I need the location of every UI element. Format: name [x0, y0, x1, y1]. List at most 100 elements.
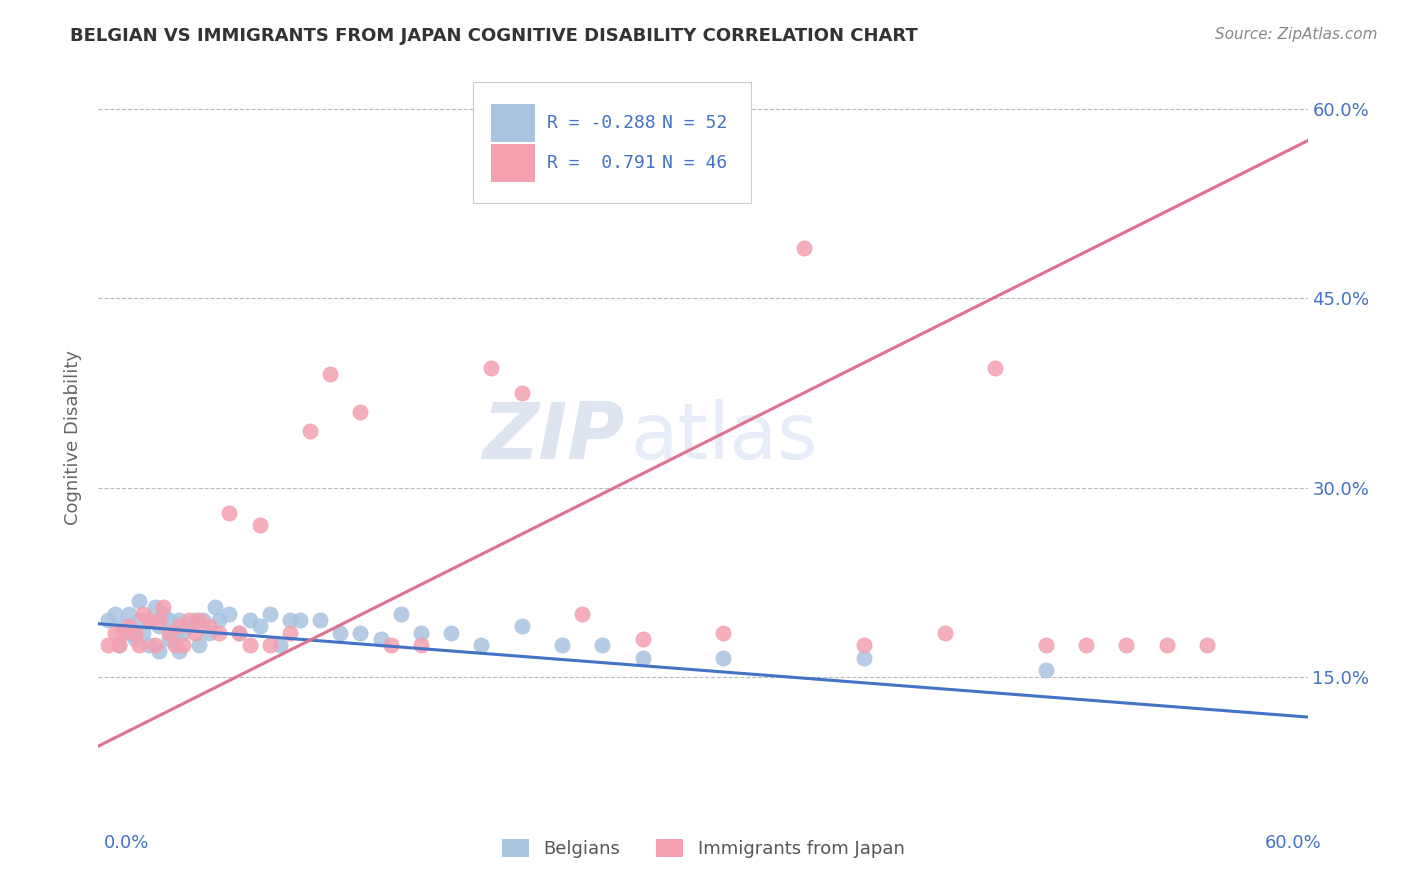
Point: [551, 638, 574, 652]
Point: [188, 638, 211, 652]
Point: [97, 613, 120, 627]
Point: [349, 405, 371, 419]
Point: [107, 638, 129, 652]
Point: [309, 613, 332, 627]
Point: [288, 613, 311, 627]
FancyBboxPatch shape: [474, 82, 751, 203]
Point: [370, 632, 392, 646]
Point: [132, 607, 155, 621]
Point: [299, 424, 322, 438]
Point: [409, 625, 432, 640]
Point: [631, 632, 654, 646]
Point: [259, 607, 281, 621]
Point: [853, 638, 876, 652]
Point: [157, 613, 180, 627]
Point: [179, 619, 201, 633]
Point: [239, 613, 262, 627]
Point: [107, 638, 129, 652]
Point: [167, 644, 190, 658]
Point: [184, 613, 207, 627]
Point: [179, 613, 201, 627]
Point: [278, 613, 301, 627]
Point: [157, 625, 180, 640]
Point: [198, 619, 221, 633]
Point: [172, 625, 194, 640]
Point: [124, 632, 146, 646]
Point: [1156, 638, 1178, 652]
Point: [208, 625, 231, 640]
Point: [198, 625, 221, 640]
Text: 60.0%: 60.0%: [1265, 834, 1322, 852]
Point: [380, 638, 402, 652]
Point: [157, 632, 180, 646]
Point: [571, 607, 593, 621]
Text: N = 46: N = 46: [662, 153, 727, 172]
Point: [329, 625, 352, 640]
Point: [103, 625, 125, 640]
Point: [204, 600, 226, 615]
Point: [218, 506, 240, 520]
Point: [591, 638, 613, 652]
Point: [193, 613, 215, 627]
Point: [103, 607, 125, 621]
FancyBboxPatch shape: [492, 144, 534, 182]
Point: [172, 638, 194, 652]
Text: atlas: atlas: [630, 399, 818, 475]
FancyBboxPatch shape: [492, 103, 534, 142]
Point: [184, 625, 207, 640]
Point: [631, 650, 654, 665]
Point: [1035, 638, 1057, 652]
Point: [259, 638, 281, 652]
Point: [148, 644, 170, 658]
Point: [143, 638, 166, 652]
Point: [249, 518, 271, 533]
Point: [118, 625, 141, 640]
Point: [138, 613, 160, 627]
Point: [409, 638, 432, 652]
Point: [167, 613, 190, 627]
Point: [111, 625, 134, 640]
Text: R = -0.288: R = -0.288: [547, 113, 655, 131]
Point: [934, 625, 956, 640]
Point: [143, 600, 166, 615]
Point: [124, 625, 146, 640]
Point: [1035, 664, 1057, 678]
Point: [1195, 638, 1218, 652]
Point: [218, 607, 240, 621]
Point: [128, 613, 150, 627]
Text: Source: ZipAtlas.com: Source: ZipAtlas.com: [1215, 27, 1378, 42]
Point: [167, 619, 190, 633]
Point: [278, 625, 301, 640]
Point: [249, 619, 271, 633]
Point: [148, 613, 170, 627]
Point: [152, 600, 174, 615]
Point: [208, 613, 231, 627]
Point: [510, 619, 533, 633]
Point: [97, 638, 120, 652]
Point: [481, 360, 503, 375]
Point: [349, 625, 371, 640]
Point: [1115, 638, 1137, 652]
Point: [470, 638, 492, 652]
Text: 0.0%: 0.0%: [104, 834, 149, 852]
Point: [389, 607, 412, 621]
Point: [1074, 638, 1097, 652]
Point: [163, 638, 186, 652]
Point: [118, 607, 141, 621]
Point: [138, 638, 160, 652]
Text: ZIP: ZIP: [482, 399, 624, 475]
Point: [269, 638, 291, 652]
Point: [152, 607, 174, 621]
Point: [239, 638, 262, 652]
Point: [228, 625, 250, 640]
Point: [711, 625, 734, 640]
Point: [319, 367, 342, 381]
Text: BELGIAN VS IMMIGRANTS FROM JAPAN COGNITIVE DISABILITY CORRELATION CHART: BELGIAN VS IMMIGRANTS FROM JAPAN COGNITI…: [70, 27, 918, 45]
Point: [793, 241, 815, 255]
Point: [128, 594, 150, 608]
Point: [984, 360, 1007, 375]
Legend: Belgians, Immigrants from Japan: Belgians, Immigrants from Japan: [492, 830, 914, 867]
Text: N = 52: N = 52: [662, 113, 727, 131]
Point: [440, 625, 463, 640]
Point: [111, 619, 134, 633]
